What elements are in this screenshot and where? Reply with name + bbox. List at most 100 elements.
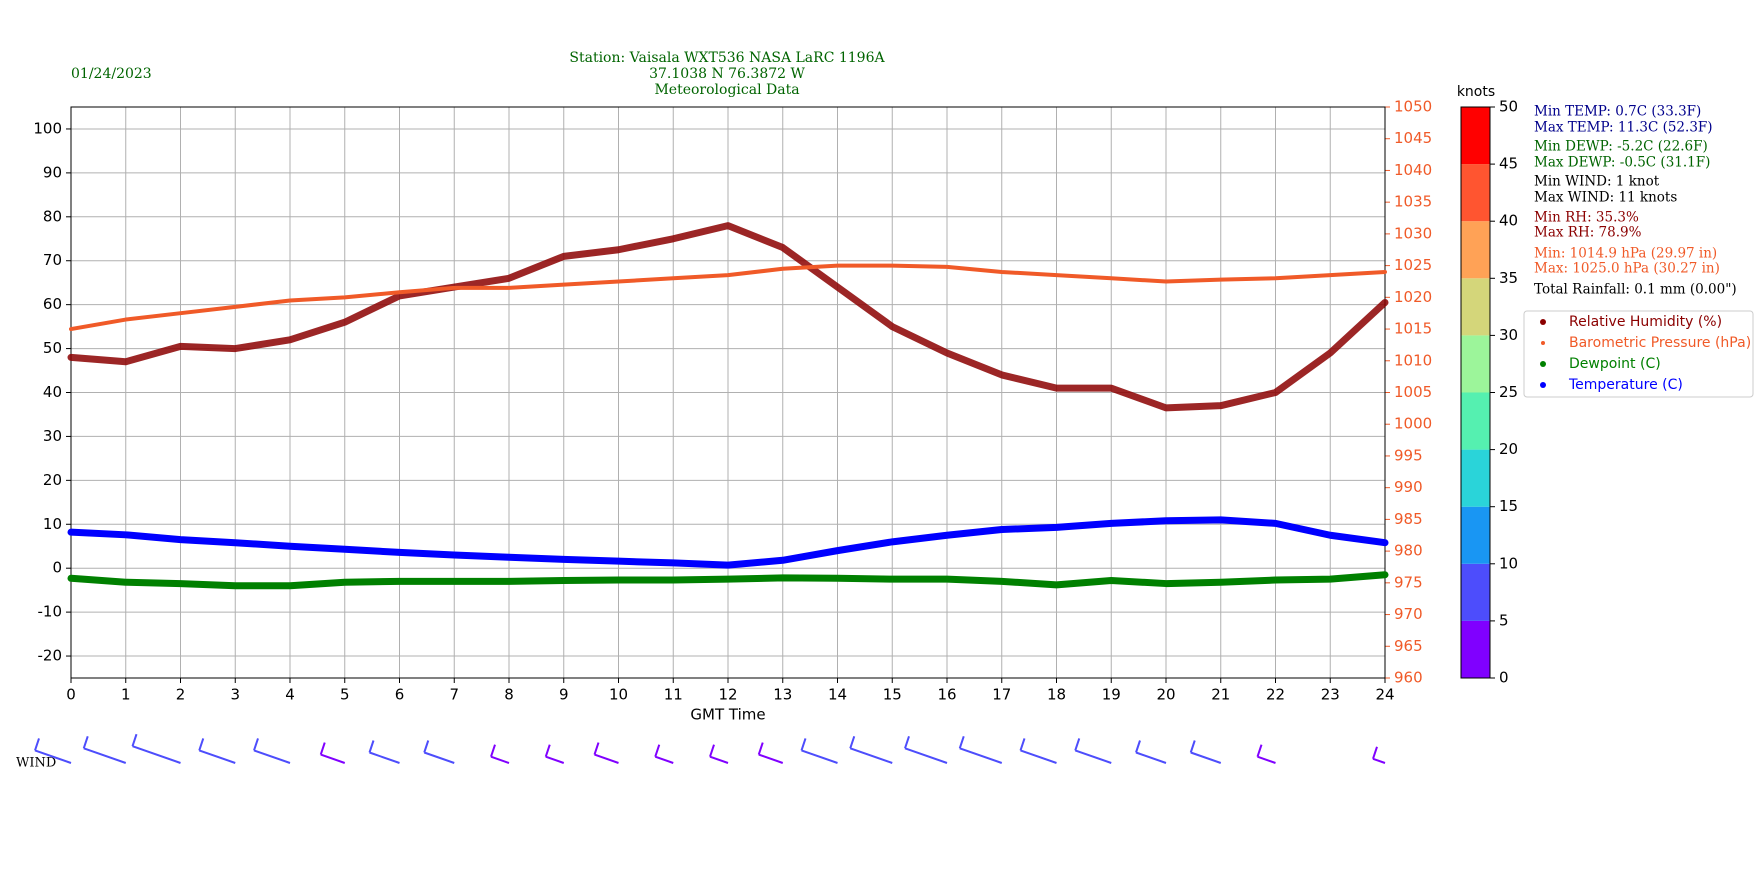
legend-marker xyxy=(1540,319,1546,325)
legend-label: Barometric Pressure (hPa) xyxy=(1569,335,1751,351)
x-tick-label: 13 xyxy=(773,686,792,704)
wind-barb-flag xyxy=(319,742,326,755)
y-tick-label: 90 xyxy=(43,163,62,181)
wind-barb xyxy=(594,753,619,764)
y-tick-label: -20 xyxy=(38,647,63,665)
wind-barb-flag xyxy=(958,735,965,749)
wind-barb xyxy=(959,747,1003,764)
y-tick-label: 30 xyxy=(43,427,62,445)
wind-barb-flag xyxy=(709,744,715,758)
y2-tick-label: 1020 xyxy=(1394,288,1432,306)
wind-barb-flag xyxy=(593,742,600,755)
chart-title: Station: Vaisala WXT536 NASA LaRC 1196A xyxy=(569,50,885,66)
x-tick-label: 5 xyxy=(340,686,350,704)
y2-tick-label: 1035 xyxy=(1394,193,1432,211)
legend-marker xyxy=(1540,382,1546,388)
x-tick-label: 24 xyxy=(1375,686,1394,704)
x-tick-label: 12 xyxy=(718,686,737,704)
x-tick-label: 19 xyxy=(1102,686,1121,704)
y2-tick-label: 1015 xyxy=(1394,320,1432,338)
colorbar-bin xyxy=(1461,620,1490,678)
y2-tick-label: 985 xyxy=(1394,510,1423,528)
x-tick-label: 7 xyxy=(449,686,459,704)
wind-barb xyxy=(490,755,510,764)
colorbar-bin xyxy=(1461,335,1490,393)
wind-barb xyxy=(423,751,455,764)
y-tick-label: 20 xyxy=(43,471,62,489)
y-tick-label: 10 xyxy=(43,515,62,533)
wind-barb xyxy=(654,755,674,764)
wind-barb xyxy=(904,747,948,764)
x-tick-label: 20 xyxy=(1156,686,1175,704)
colorbar-bin xyxy=(1461,563,1490,621)
legend-label: Relative Humidity (%) xyxy=(1569,314,1722,330)
y2-tick-label: 975 xyxy=(1394,573,1423,591)
wind-barb xyxy=(1257,755,1276,764)
stat-line: Min: 1014.9 hPa (29.97 in) xyxy=(1534,246,1717,262)
chart-title: 37.1038 N 76.3872 W xyxy=(649,66,805,82)
wind-barb xyxy=(198,749,236,764)
wind-barb xyxy=(849,747,893,764)
plot-frame xyxy=(70,106,1386,679)
x-tick-label: 4 xyxy=(285,686,295,704)
legend-marker xyxy=(1540,361,1546,367)
x-tick-label: 2 xyxy=(176,686,186,704)
y-tick-label: 50 xyxy=(43,339,62,357)
wind-barb xyxy=(1135,751,1167,764)
y2-tick-label: 960 xyxy=(1394,669,1423,687)
wind-barb xyxy=(801,749,838,764)
y2-tick-label: 1005 xyxy=(1394,383,1432,401)
y-tick-label: 40 xyxy=(43,383,62,401)
colorbar-bin xyxy=(1461,107,1490,165)
x-tick-label: 6 xyxy=(395,686,405,704)
stat-line: Max DEWP: -0.5C (31.1F) xyxy=(1534,155,1710,171)
colorbar-tick-label: 25 xyxy=(1499,383,1518,401)
colorbar-bin xyxy=(1461,278,1490,336)
wind-barb xyxy=(320,753,346,764)
wind-barb-flag xyxy=(34,738,40,751)
wind-barb-flag xyxy=(1019,738,1026,751)
colorbar-tick-label: 10 xyxy=(1499,554,1518,572)
x-tick-label: 22 xyxy=(1266,686,1285,704)
wind-barb-flag xyxy=(757,742,764,755)
wind-barb-flag xyxy=(800,738,807,751)
colorbar-bin xyxy=(1461,392,1490,450)
wind-barb xyxy=(1074,749,1112,764)
colorbar-bin xyxy=(1461,449,1490,507)
colorbar-tick-label: 0 xyxy=(1499,669,1509,687)
x-tick-label: 3 xyxy=(230,686,240,704)
x-tick-label: 1 xyxy=(121,686,131,704)
stat-line: Max: 1025.0 hPa (30.27 in) xyxy=(1534,261,1720,277)
stat-line: Min TEMP: 0.7C (33.3F) xyxy=(1534,104,1701,120)
x-tick-label: 18 xyxy=(1047,686,1066,704)
legend-marker xyxy=(1541,341,1545,345)
wind-barb-flag xyxy=(131,733,138,747)
y2-tick-label: 980 xyxy=(1394,542,1423,560)
wind-barb xyxy=(1190,751,1222,764)
y2-tick-label: 1050 xyxy=(1394,98,1432,116)
colorbar-tick-label: 50 xyxy=(1499,98,1518,116)
stat-line: Min DEWP: -5.2C (22.6F) xyxy=(1534,139,1708,155)
y2-tick-label: 970 xyxy=(1394,605,1423,623)
wind-barb-flag xyxy=(544,744,551,758)
wind-barb-flag xyxy=(82,735,89,749)
wind-barb xyxy=(132,745,181,764)
y-tick-label: 70 xyxy=(43,251,62,269)
series-line xyxy=(67,571,1389,590)
wind-barb-flag xyxy=(368,740,375,753)
x-tick-label: 21 xyxy=(1211,686,1230,704)
y-tick-label: -10 xyxy=(38,603,63,621)
wind-label: WIND xyxy=(16,756,56,771)
wind-barb-flag xyxy=(1372,746,1378,760)
colorbar-tick-label: 35 xyxy=(1499,269,1518,287)
y2-tick-label: 1025 xyxy=(1394,256,1432,274)
y2-tick-label: 990 xyxy=(1394,478,1423,496)
wind-barb-flag xyxy=(1074,738,1081,751)
stat-line: Max WIND: 11 knots xyxy=(1534,190,1677,206)
colorbar-bin xyxy=(1461,506,1490,564)
colorbar-tick-label: 20 xyxy=(1499,440,1518,458)
stat-line: Min RH: 35.3% xyxy=(1534,210,1639,226)
y2-tick-label: 1000 xyxy=(1394,415,1432,433)
legend-label: Dewpoint (C) xyxy=(1569,356,1661,372)
